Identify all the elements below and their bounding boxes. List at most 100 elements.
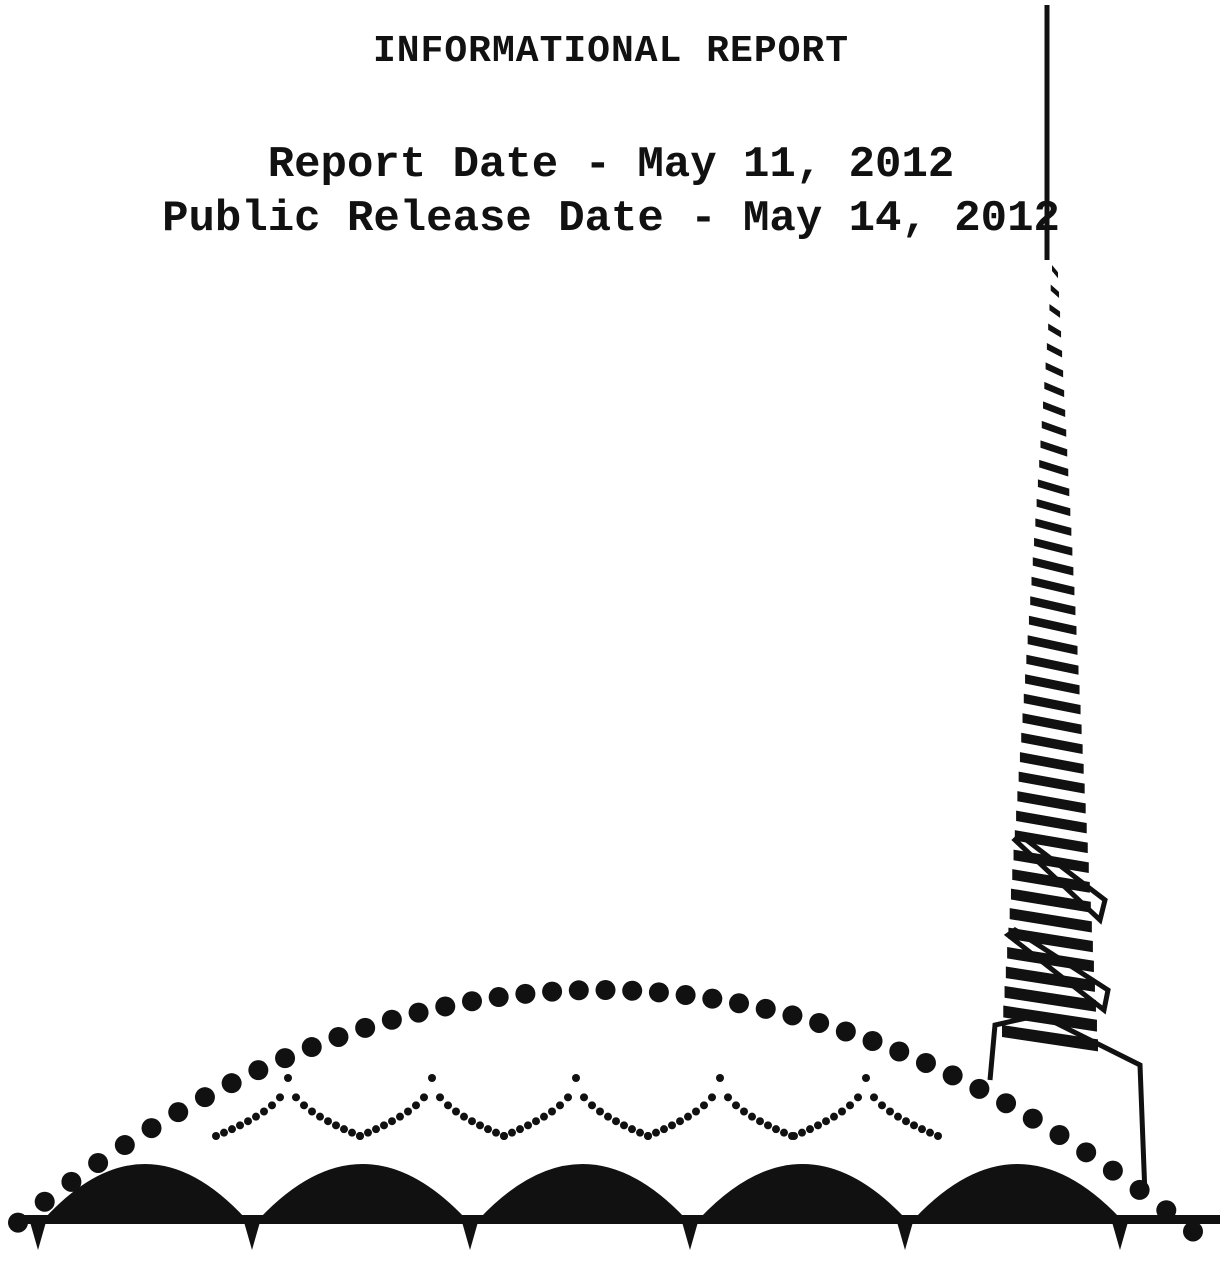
festoon-dot [316, 1112, 324, 1121]
spire-hatch-bar [1045, 362, 1064, 378]
outer-arc-dot [1049, 1124, 1070, 1145]
outer-arc-dot [862, 1031, 883, 1052]
bridge-deck [20, 1215, 1220, 1224]
outer-arc-dot [595, 980, 616, 1001]
spire-hatch-bar [1009, 908, 1092, 933]
outer-arc-dot [542, 981, 563, 1002]
festoon-dot [508, 1128, 516, 1137]
festoon-dot [388, 1117, 396, 1126]
outer-arc-dot [168, 1102, 189, 1123]
festoon-dot [636, 1128, 644, 1137]
spire-hatch-bar [1032, 557, 1074, 576]
spire-hatch-bar [1030, 596, 1076, 616]
festoon-dot [822, 1117, 830, 1126]
outer-arc-dot [889, 1041, 910, 1062]
festoon-dot [484, 1125, 492, 1134]
bridge-arches [45, 1164, 1120, 1218]
inner-dotted-festoons [212, 1074, 942, 1140]
festoon-dot [588, 1101, 596, 1110]
festoon-dot [740, 1107, 748, 1116]
festoon-dot [806, 1125, 814, 1134]
festoon-dot [228, 1125, 236, 1134]
outer-arc-dot [515, 983, 536, 1004]
outer-arc-dot [568, 980, 589, 1001]
festoon-dot [644, 1132, 652, 1140]
festoon-dot [572, 1074, 580, 1082]
outer-arc-dot [221, 1073, 242, 1094]
bridge-pylon [30, 1222, 46, 1250]
festoon-dot [716, 1074, 724, 1082]
spire-hatch-bar [1017, 791, 1086, 814]
spire-hatch-bar [1012, 869, 1090, 893]
outer-arc-dot [408, 1002, 429, 1023]
festoon-dot [700, 1101, 708, 1110]
bridge-pylon [682, 1222, 698, 1250]
festoon-dot [428, 1074, 436, 1082]
festoon-dot [556, 1101, 564, 1110]
spire-hatch-bar [1025, 674, 1080, 695]
outer-arc-dot [622, 980, 643, 1001]
spire-hatch-bar [1035, 518, 1072, 536]
bridge-pylon [244, 1222, 260, 1250]
festoon-dot [516, 1125, 524, 1134]
festoon-dot [276, 1093, 284, 1102]
spire-hatch-bar [1023, 693, 1081, 715]
spire-hatch-bar [1018, 771, 1085, 794]
festoon-dot [468, 1117, 476, 1126]
spire-hatch-bar [1041, 420, 1067, 437]
festoon-dot [396, 1112, 404, 1121]
spire-hatch-bar [1026, 654, 1079, 675]
spire-hatch-bar [1049, 303, 1061, 318]
festoon-dot [308, 1107, 316, 1116]
festoon-dot [268, 1101, 276, 1110]
outer-arc-dot [355, 1017, 376, 1038]
festoon-dot [902, 1117, 910, 1126]
festoon-dot [926, 1128, 934, 1137]
festoon-dot [444, 1101, 452, 1110]
festoon-dot [772, 1125, 780, 1134]
festoon-dot [798, 1128, 806, 1137]
festoon-dot [300, 1101, 308, 1110]
bridge-arch [260, 1164, 465, 1218]
festoon-dot [604, 1112, 612, 1121]
festoon-dot [764, 1121, 772, 1130]
spire-hatch-bar [1043, 401, 1066, 417]
festoon-dot [668, 1121, 676, 1130]
festoon-dot [380, 1121, 388, 1130]
outer-arc-dot [301, 1037, 322, 1058]
festoon-dot [612, 1117, 620, 1126]
festoon-dot [524, 1121, 532, 1130]
outer-arc-dot [1156, 1200, 1177, 1221]
festoon-dot [846, 1101, 854, 1110]
festoon-dot [708, 1093, 716, 1102]
festoon-dot [404, 1107, 412, 1116]
festoon-dot [332, 1121, 340, 1130]
outer-arc-dot [141, 1118, 162, 1139]
outer-arc-dot [1076, 1142, 1097, 1163]
spire-hatch-bar [1046, 342, 1063, 358]
festoon-dot [476, 1121, 484, 1130]
outer-arc-dot [488, 987, 509, 1008]
spire-hatch-bar [1004, 986, 1096, 1012]
spire-hatch-bar [1022, 713, 1082, 735]
bridge-arch [700, 1164, 905, 1218]
festoon-dot [838, 1107, 846, 1116]
festoon-dot [260, 1107, 268, 1116]
outer-arc-dot [648, 982, 669, 1003]
spire-hatch-bar [1048, 323, 1062, 338]
bridge-pylons [30, 1222, 1128, 1250]
spire-hatch-bar [1040, 440, 1068, 457]
festoon-dot [252, 1112, 260, 1121]
outer-arc-dot [461, 991, 482, 1012]
spire-hatch-bar [1019, 752, 1084, 774]
festoon-dot [452, 1107, 460, 1116]
festoon-dot [492, 1128, 500, 1137]
spire-hatch-bar [1031, 576, 1075, 596]
outer-arc-dot [381, 1009, 402, 1030]
spire-hatch-bar [1021, 732, 1083, 755]
outer-arc-dot [114, 1135, 135, 1156]
festoon-dot [436, 1093, 444, 1102]
spire-outline [987, 1012, 1148, 1196]
outer-arc-dot [1129, 1179, 1150, 1200]
festoon-dot [548, 1107, 556, 1116]
